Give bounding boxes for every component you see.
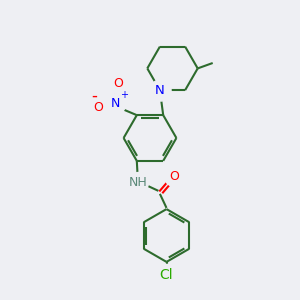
Text: O: O <box>169 170 179 183</box>
Text: N: N <box>155 84 165 97</box>
Text: N: N <box>110 97 120 110</box>
Text: +: + <box>120 90 128 100</box>
Text: Cl: Cl <box>160 268 173 282</box>
Text: O: O <box>114 77 123 90</box>
Text: NH: NH <box>129 176 148 189</box>
Text: -: - <box>91 87 97 105</box>
Text: O: O <box>93 101 103 114</box>
